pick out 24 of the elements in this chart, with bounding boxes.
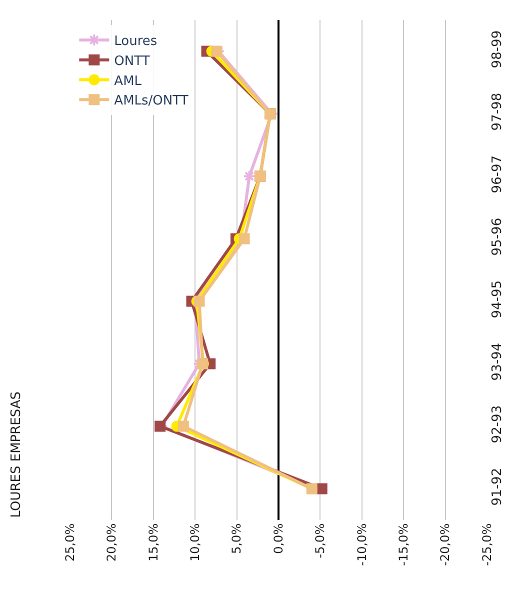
x-tick-label: -20,0% (438, 523, 452, 566)
legend-label: AMLs/ONTT (114, 94, 188, 109)
y-tick-label: 95-96 (490, 218, 505, 256)
y-tick-label: 96-97 (490, 155, 505, 194)
x-tick-label: -25,0% (480, 523, 494, 566)
legend-label: AML (114, 74, 142, 89)
x-tick-label: 0,0% (271, 523, 286, 554)
x-tick-label: 20,0% (104, 523, 119, 562)
x-tick-label: 25,0% (62, 523, 77, 562)
y-tick-label: 94-95 (490, 280, 505, 318)
y-tick-label: 93-94 (490, 342, 505, 381)
x-tick-label: 5,0% (230, 523, 244, 554)
legend-label: ONTT (114, 54, 150, 69)
x-tick-label: -10,0% (354, 523, 369, 566)
y-tick-label: 91-92 (490, 468, 505, 506)
text: LOURES EMPRESAS (8, 391, 24, 518)
y-tick-label: 92-93 (490, 405, 505, 444)
x-tick-label: -15,0% (396, 523, 410, 566)
x-tick-label: 15,0% (146, 523, 160, 562)
y-tick-label: 97-98 (490, 92, 505, 131)
x-tick-label: 10,0% (188, 523, 202, 562)
legend-label: Loures (114, 34, 158, 50)
y-tick-label: 98-99 (490, 30, 505, 68)
x-tick-label: -5,0% (313, 523, 328, 558)
